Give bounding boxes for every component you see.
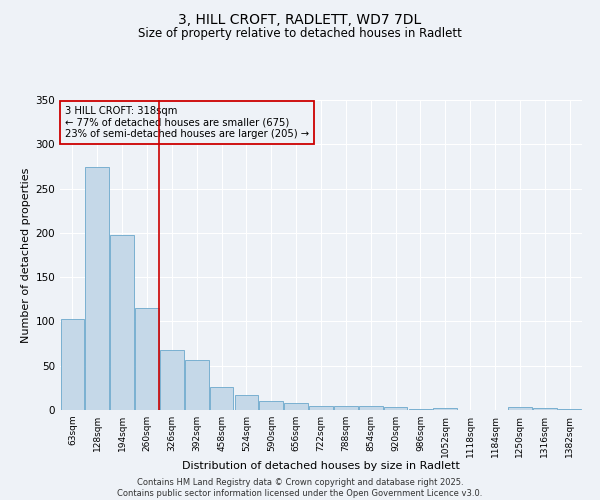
Text: Size of property relative to detached houses in Radlett: Size of property relative to detached ho… [138, 28, 462, 40]
Bar [85, 168, 109, 410]
Bar [384, 408, 407, 410]
Y-axis label: Number of detached properties: Number of detached properties [21, 168, 31, 342]
Bar [334, 406, 358, 410]
Bar [235, 395, 258, 410]
Bar [309, 406, 333, 410]
X-axis label: Distribution of detached houses by size in Radlett: Distribution of detached houses by size … [182, 461, 460, 471]
Bar [533, 408, 557, 410]
Bar [185, 360, 209, 410]
Text: 3 HILL CROFT: 318sqm
← 77% of detached houses are smaller (675)
23% of semi-deta: 3 HILL CROFT: 318sqm ← 77% of detached h… [65, 106, 310, 140]
Bar [110, 234, 134, 410]
Bar [433, 408, 457, 410]
Bar [210, 387, 233, 410]
Bar [409, 409, 432, 410]
Bar [61, 319, 84, 410]
Bar [284, 403, 308, 410]
Bar [135, 308, 159, 410]
Text: Contains HM Land Registry data © Crown copyright and database right 2025.
Contai: Contains HM Land Registry data © Crown c… [118, 478, 482, 498]
Bar [259, 401, 283, 410]
Text: 3, HILL CROFT, RADLETT, WD7 7DL: 3, HILL CROFT, RADLETT, WD7 7DL [178, 12, 422, 26]
Bar [160, 350, 184, 410]
Bar [558, 409, 581, 410]
Bar [359, 406, 383, 410]
Bar [508, 408, 532, 410]
